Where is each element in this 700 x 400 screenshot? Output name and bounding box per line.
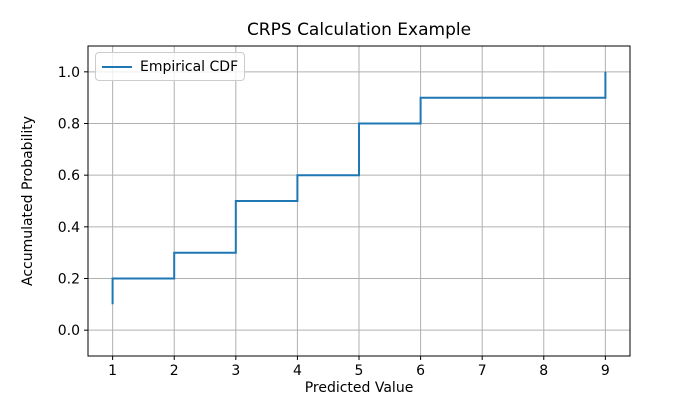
chart-title: CRPS Calculation Example — [246, 20, 472, 40]
x-tick-label: 7 — [478, 363, 487, 379]
y-tick-label: 0.0 — [58, 323, 80, 339]
y-tick-label: 0.2 — [58, 272, 80, 288]
y-tick-label: 0.8 — [58, 117, 80, 133]
x-tick-label: 1 — [108, 363, 117, 379]
empirical-cdf-step-line — [111, 71, 607, 305]
x-tick-label: 6 — [416, 363, 425, 379]
x-tick-label: 8 — [539, 363, 548, 379]
y-tick-label: 0.4 — [58, 220, 80, 236]
y-tick-label: 1.0 — [58, 65, 80, 81]
x-tick-label: 2 — [170, 363, 179, 379]
y-tick-label: 0.6 — [58, 168, 80, 184]
legend-entry-label: Empirical CDF — [140, 58, 239, 75]
legend-line-sample — [102, 65, 132, 68]
x-tick-label: 9 — [601, 363, 610, 379]
legend: Empirical CDF — [95, 52, 245, 81]
x-tick-label: 4 — [293, 363, 302, 379]
x-tick-label: 3 — [231, 363, 240, 379]
y-axis-label: Accumulated Probability — [20, 115, 36, 287]
x-tick-label: 5 — [355, 363, 364, 379]
x-axis-label: Predicted Value — [304, 380, 414, 396]
